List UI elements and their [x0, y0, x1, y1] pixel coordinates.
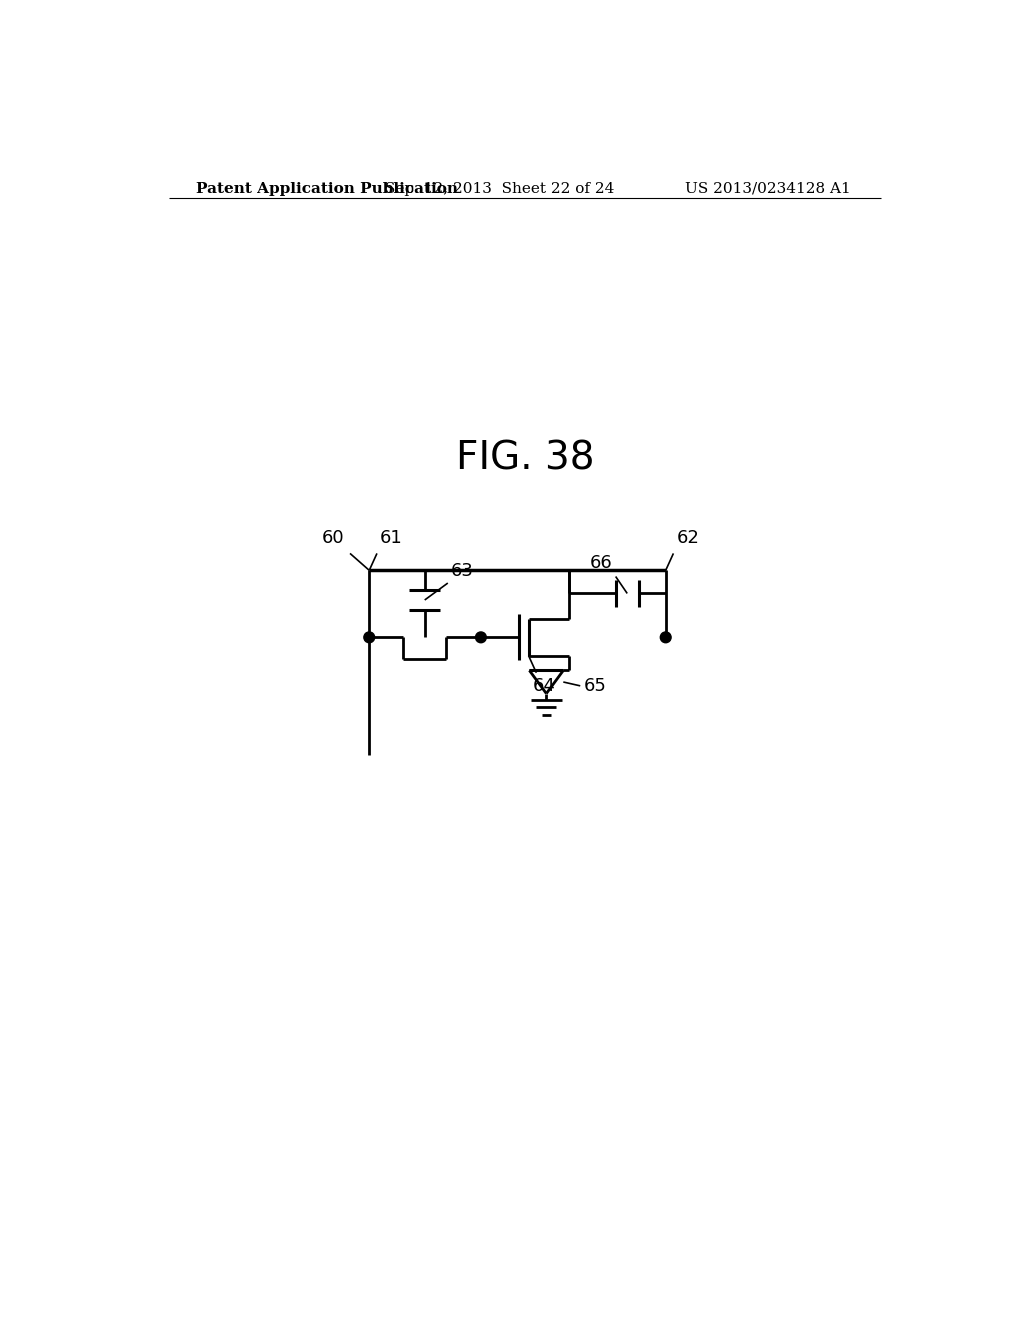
- Text: Patent Application Publication: Patent Application Publication: [196, 182, 458, 195]
- Text: 61: 61: [380, 529, 402, 548]
- Circle shape: [364, 632, 375, 643]
- Text: 65: 65: [584, 677, 606, 694]
- Text: 62: 62: [677, 529, 699, 548]
- Text: US 2013/0234128 A1: US 2013/0234128 A1: [685, 182, 851, 195]
- Text: FIG. 38: FIG. 38: [456, 440, 594, 478]
- Text: 64: 64: [532, 677, 555, 696]
- Circle shape: [475, 632, 486, 643]
- Text: 60: 60: [322, 529, 345, 548]
- Text: 63: 63: [451, 562, 474, 579]
- Text: 66: 66: [590, 554, 612, 572]
- Text: Sep. 12, 2013  Sheet 22 of 24: Sep. 12, 2013 Sheet 22 of 24: [385, 182, 614, 195]
- Circle shape: [660, 632, 671, 643]
